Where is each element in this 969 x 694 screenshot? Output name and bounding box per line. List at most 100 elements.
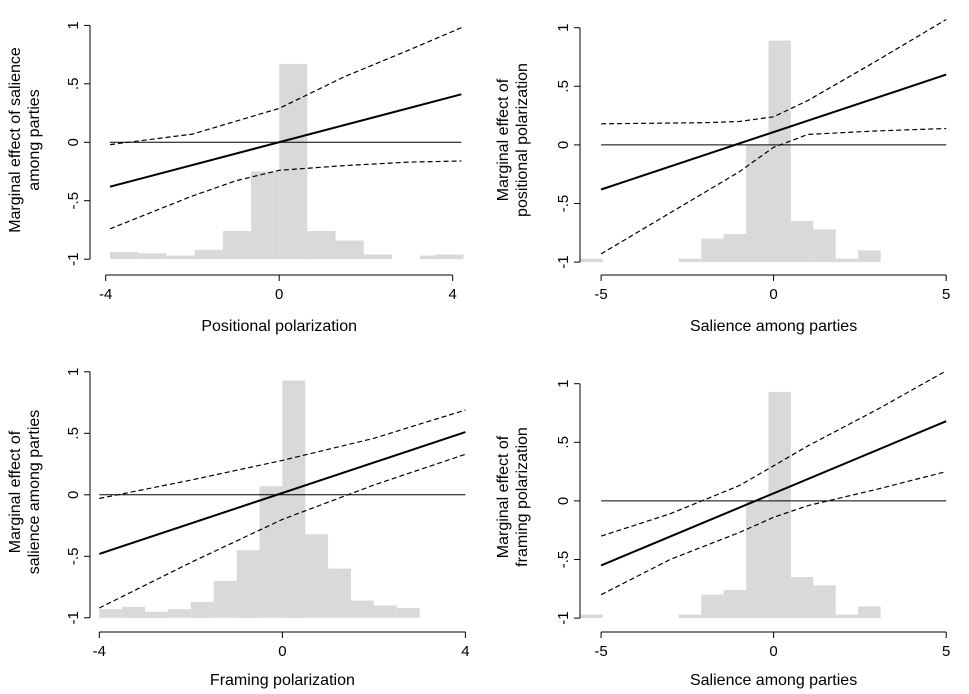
histogram-bar [420,255,436,260]
histogram-bar [213,580,237,618]
x-tick-label: 0 [769,643,777,660]
x-tick-label: 4 [461,643,469,660]
x-tick-label: 4 [449,286,457,303]
y-tick-label: 1 [555,24,572,32]
y-axis-label-line: positional polarization [514,63,531,217]
y-tick-label: 0 [65,138,82,146]
lower-ci-line [600,127,947,255]
histogram-bar [373,605,397,618]
estimate-line [109,93,462,188]
panel-3: -1 -.5 0 .5 1 -4 0 4 Framing polarization Margina… [7,368,470,689]
y-tick-label: -1 [555,611,572,624]
histogram-bar [396,608,420,618]
x-tick-label: -5 [594,643,607,660]
y-axis-label: Marginal effect of framing polarization [495,427,531,567]
estimate-line [600,73,947,191]
histogram-bar [790,577,814,619]
histogram-bar [351,600,374,618]
panel-2: -1 -.5 0 .5 1 -5 0 5 Salience among parties Margi… [495,18,950,335]
histogram-bar [678,614,702,619]
x-tick-label: -4 [99,286,112,303]
histogram-bar [145,611,168,618]
x-tick-label: 0 [278,643,286,660]
y-tick-label: -.5 [555,551,572,569]
histogram-bar [222,231,251,260]
histogram-bar [328,568,351,618]
y-tick-label: 0 [555,141,572,149]
histogram-bar [435,254,464,260]
histogram-bar [166,255,195,260]
y-tick-label: 0 [555,497,572,505]
histogram-bar [813,229,836,263]
upper-ci-line [600,370,947,537]
histogram-bar [282,380,306,618]
y-tick-label: -.5 [555,195,572,213]
histogram-bar [307,231,336,260]
y-axis-label-line: Marginal effect of [7,430,24,553]
histogram-bar [768,391,791,619]
y-tick-label: -.5 [65,192,82,210]
histogram-bar [363,254,392,260]
x-tick-label: 0 [275,286,283,303]
histogram-bar [335,240,364,260]
histogram-bar [790,221,814,263]
y-axis-label-line: framing polarization [514,427,531,567]
panel-4: -1 -.5 0 .5 1 -5 0 5 Salience among parties Margi… [495,370,950,689]
histogram-bar [167,609,191,618]
histogram-bar [835,614,859,619]
histogram-bar [678,258,702,263]
y-tick-label: .5 [555,436,572,449]
lower-ci-line [99,453,466,609]
histogram-bar [251,171,280,260]
y-axis-label-line: Marginal effect of [495,78,512,201]
histogram-bar [259,486,283,618]
x-axis-label: Framing polarization [210,672,355,689]
histogram-bar [858,606,881,619]
x-axis-label: Salience among parties [690,672,857,689]
histogram-bar [110,252,139,260]
histogram-bar [236,550,260,618]
y-axis-label-line: among parties [26,89,43,190]
histogram-bar [305,534,329,618]
x-axis-label: Positional polarization [201,318,357,335]
lower-ci-line [109,160,462,230]
y-axis-label-line: salience among parties [26,410,43,575]
y-tick-label: -1 [65,253,82,266]
x-tick-label: 0 [769,286,777,303]
histogram-bar [194,249,223,260]
histogram-bar [835,258,859,263]
y-tick-label: 0 [65,491,82,499]
y-tick-label: 1 [65,21,82,29]
histogram-bar [701,238,724,263]
x-tick-label: 5 [942,286,950,303]
y-axis-label: Marginal effect of positional polarizatio… [495,63,531,217]
upper-ci-line [601,18,947,125]
y-tick-label: 1 [555,380,572,388]
estimate-line [600,420,947,567]
histogram-bar [768,40,791,263]
histogram-bar [99,609,123,618]
y-axis-label-line: Marginal effect of salience [7,47,24,233]
y-axis-label-line: Marginal effect of [495,435,512,558]
histogram-bar [279,63,308,260]
y-axis-label: Marginal effect of salience among parties [7,47,43,233]
histogram-bar [813,585,836,619]
y-tick-label: -.5 [65,548,82,566]
x-tick-label: -5 [594,286,607,303]
histogram-bar [190,601,214,618]
estimate-line [98,431,466,555]
y-tick-label: -1 [555,255,572,268]
lower-ci-line [600,471,947,596]
histogram-bar [580,614,603,619]
histogram-bar [723,590,746,619]
histogram-bar [701,594,724,619]
histogram-bar [746,144,769,263]
x-tick-label: -4 [93,643,106,660]
upper-ci-line [109,27,462,146]
upper-ci-line [99,409,466,500]
y-axis-label: Marginal effect of salience among parties [7,410,43,575]
y-tick-label: 1 [65,368,82,376]
histogram-bar [858,250,881,263]
y-tick-label: .5 [555,80,572,93]
